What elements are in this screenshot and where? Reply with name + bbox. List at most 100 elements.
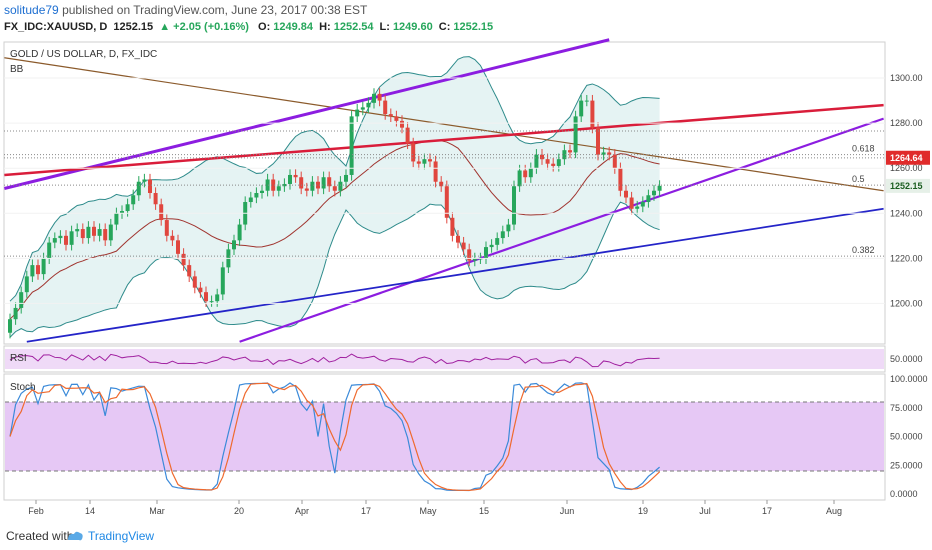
candle-body [198,287,203,293]
candle [97,223,102,242]
rsi-indicator: 50.0000 [5,349,923,369]
stoch-label: Stoch [10,382,36,393]
candle [568,144,572,159]
candle-body [377,93,382,101]
candle [47,236,52,264]
time-tick: Jul [699,506,711,516]
last-price-pill-text: 1252.15 [890,181,923,191]
candle [92,221,96,242]
candle [579,94,584,123]
close-value: 1252.15 [453,21,494,33]
candle-body [153,193,158,205]
candle [428,153,432,168]
candle [142,173,147,188]
tradingview-brand[interactable]: TradingView [88,529,155,543]
candle [80,223,85,244]
candle-body [484,247,488,259]
time-axis: Feb 14 Mar 20 Apr 17 May 15 Jun 19 Jul 17 Aug [28,500,842,516]
candle [355,103,360,123]
stoch-tick: 0.0000 [890,489,918,499]
candle-body [590,100,595,128]
candle-body [19,292,24,308]
change-text: +2.05 (+0.16%) [173,21,249,33]
candle-body [428,159,432,162]
rsi-pane[interactable] [3,345,886,373]
candle-body [456,235,460,243]
candle-body [517,170,522,187]
candle [489,239,494,253]
candle [299,171,304,195]
close-label: C: [438,21,451,33]
candle-body [500,231,505,239]
candle-body [8,319,12,333]
change-value: ▲ +2.05 (+0.16%) [159,21,249,33]
candle-body [75,229,80,232]
candle [349,110,354,181]
candle [321,171,326,195]
candle [360,101,365,116]
candle-body [209,301,214,303]
candle [450,212,455,242]
author-link[interactable]: solitude79 [4,3,59,17]
candle-body [372,93,376,103]
candle [506,218,511,237]
candle-body [148,179,152,193]
candle [120,205,124,219]
candle-body [114,213,119,225]
candle [545,153,550,170]
candle-body [640,202,645,207]
candle-body [523,170,528,178]
stoch-pane[interactable] [3,373,886,501]
candle [495,232,500,251]
stoch-tick: 75.0000 [890,403,923,413]
candle-body [467,249,472,261]
candle [456,230,460,249]
low-value: 1249.60 [392,21,433,33]
candle [13,302,18,325]
candle [220,261,225,301]
bb-label: BB [10,64,24,75]
stoch-indicator: 100.0000 75.0000 50.0000 25.0000 0.0000 [5,374,928,499]
bollinger-bands [9,56,660,338]
price-tick: 1200.00 [890,298,923,308]
candle-body [64,235,68,245]
candle-body [136,181,141,196]
candle-body [646,195,651,203]
candle-body [304,188,309,191]
candle-body [461,242,466,250]
candle-body [41,258,46,275]
red-level-pill-bg [886,150,930,165]
candle-body [439,181,444,187]
candle [584,94,589,107]
candle [282,178,287,192]
bb-fill [10,56,660,338]
candle [528,162,533,183]
candle-body [248,197,253,203]
candle [607,146,612,161]
candle-body [534,154,539,169]
candle-body [551,163,556,166]
candle [484,241,488,264]
candle [573,110,578,159]
candle [422,153,427,170]
time-tick: 14 [85,506,95,516]
candle [181,248,186,271]
time-tick: Aug [826,506,842,516]
candle-body [383,100,388,115]
chart-header: solitude79 published on TradingView.com,… [0,0,932,42]
candle-body [405,127,410,144]
candle [64,230,68,251]
candle-body [293,174,298,178]
candle [472,252,477,267]
candle-body [215,294,220,302]
candle-body [327,177,332,187]
candle-body [131,195,136,205]
candle [8,313,12,339]
candle [540,149,544,165]
price-pane[interactable] [3,41,886,345]
candle-body [495,238,500,245]
candle-body [321,177,326,189]
candle-body [612,154,617,169]
candle-body [416,161,421,164]
